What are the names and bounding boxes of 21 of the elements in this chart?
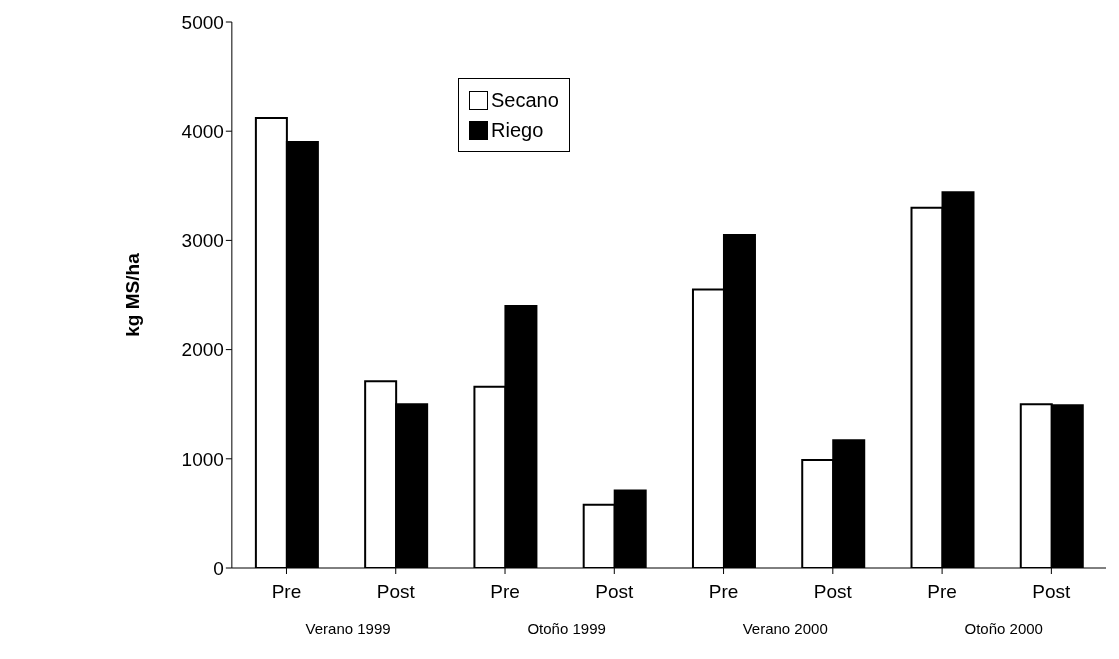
text: Otoño 1999 (527, 620, 606, 637)
y-tick-label: 2000 (181, 339, 224, 361)
x-tick-label: Post (595, 581, 635, 602)
text: Verano 1999 (305, 620, 391, 637)
x-tick-label: Post (376, 581, 416, 602)
y-tick-label: 4000 (181, 120, 224, 142)
x-tick-label: Pre (490, 581, 520, 602)
legend-label: Riego (491, 118, 544, 143)
x-tick-label: Pre (271, 581, 302, 602)
text: Otoño 2000 (964, 620, 1043, 637)
x-tick-label: Pre (708, 581, 739, 602)
x-tick-label: Post (813, 581, 853, 602)
y-tick-label: 1000 (181, 448, 224, 470)
y-tick-label: 5000 (181, 11, 224, 33)
y-tick-label: 3000 (181, 230, 224, 252)
y-tick-label: 0 (213, 557, 224, 579)
text: Verano 2000 (742, 620, 828, 637)
x-tick-label: Pre (927, 581, 957, 602)
legend-label: Secano (491, 88, 559, 113)
x-tick-label: Post (1032, 581, 1072, 602)
y-axis-title: kg MS/ha (121, 252, 143, 337)
